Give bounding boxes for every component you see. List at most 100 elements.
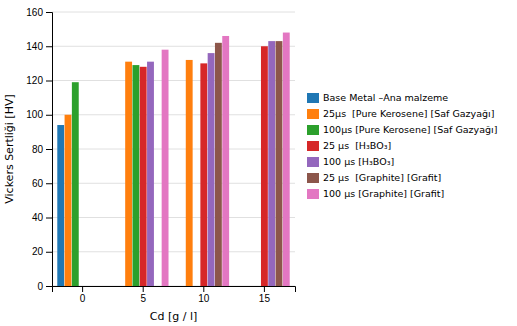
- legend-swatch: [307, 157, 319, 167]
- axis-domain: [46, 13, 53, 287]
- tick-label: 0: [80, 293, 86, 304]
- tick: 80: [32, 144, 52, 155]
- tick-line: [46, 46, 52, 47]
- legend-swatch: [307, 189, 319, 199]
- tick: 10: [198, 286, 210, 304]
- tick-line: [264, 286, 265, 292]
- tick-line: [46, 81, 52, 82]
- bar: [125, 62, 132, 286]
- legend-item: 25μs [Pure Kerosene] [Saf Gazyağı]: [307, 108, 494, 119]
- legend-label: 25 μs [Graphite] [Grafit]: [323, 172, 441, 183]
- bar: [57, 125, 64, 286]
- tick: 160: [26, 7, 52, 18]
- bar: [72, 82, 79, 286]
- tick: 60: [32, 178, 52, 189]
- y-axis: 0 20 40 60 80 100 120 140 160: [26, 7, 52, 292]
- bar: [132, 65, 139, 286]
- bar: [147, 62, 154, 286]
- tick-label: 10: [198, 293, 210, 304]
- bar-series: [162, 33, 290, 286]
- grid-line: [52, 80, 295, 81]
- legend-swatch: [307, 125, 319, 135]
- bar: [261, 46, 268, 286]
- tick-label: 100: [26, 109, 43, 120]
- legend-label: 25 μs [H₃BO₃]: [323, 140, 391, 151]
- tick-line: [46, 115, 52, 116]
- legend-label: Base Metal –Ana malzeme: [323, 92, 448, 103]
- bars: [57, 33, 289, 286]
- tick: 40: [32, 212, 52, 223]
- bar: [283, 33, 290, 286]
- legend: Base Metal –Ana malzeme 25μs [Pure Kerose…: [307, 92, 497, 199]
- x-axis-title: Cd [g / l]: [150, 310, 197, 323]
- tick-line: [46, 183, 52, 184]
- tick-line: [46, 12, 52, 13]
- grid-line: [52, 12, 295, 13]
- legend-label: 100μs [Pure Kerosene] [Saf Gazyağı]: [323, 124, 497, 135]
- bar: [140, 67, 147, 286]
- grid-line: [52, 251, 295, 252]
- legend-item: 100 μs [Graphite] [Grafit]: [307, 188, 444, 199]
- tick-line: [46, 149, 52, 150]
- tick-label: 80: [32, 144, 44, 155]
- tick: 5: [140, 286, 146, 304]
- bar: [65, 115, 72, 286]
- tick: 0: [37, 281, 52, 292]
- tick-label: 20: [32, 246, 44, 257]
- grid-line: [52, 183, 295, 184]
- legend-swatch: [307, 141, 319, 151]
- tick-line: [203, 286, 204, 292]
- legend-label: 100 μs [H₃BO₃]: [323, 156, 394, 167]
- bar: [215, 43, 222, 286]
- bar-series: [147, 41, 275, 286]
- tick-line: [143, 286, 144, 292]
- bar: [208, 53, 215, 286]
- bar: [162, 50, 169, 286]
- axis-domain: [53, 287, 296, 293]
- tick: 120: [26, 75, 52, 86]
- legend-item: 100μs [Pure Kerosene] [Saf Gazyağı]: [307, 124, 497, 135]
- tick-label: 160: [26, 7, 43, 18]
- bar: [276, 41, 283, 286]
- grid-line: [52, 149, 295, 150]
- tick: 0: [80, 286, 86, 304]
- bar-series: [57, 125, 64, 286]
- tick-label: 0: [37, 281, 43, 292]
- legend-swatch: [307, 93, 319, 103]
- tick-line: [46, 252, 52, 253]
- grid: [52, 12, 295, 286]
- tick-line: [46, 286, 52, 287]
- legend-item: 25 μs [Graphite] [Grafit]: [307, 172, 441, 183]
- legend-item: Base Metal –Ana malzeme: [307, 92, 448, 103]
- bar: [200, 63, 207, 286]
- grid-line: [52, 217, 295, 218]
- tick-label: 40: [32, 212, 44, 223]
- tick-line: [82, 286, 83, 292]
- legend-label: 25μs [Pure Kerosene] [Saf Gazyağı]: [323, 108, 494, 119]
- chart: 0 20 40 60 80 100 120 140 160 0 5 10 15 Cd [g / l] Vic…: [0, 0, 517, 326]
- tick-label: 140: [26, 41, 43, 52]
- tick: 15: [259, 286, 271, 304]
- y-axis-title: Vickers Sertliği [HV]: [3, 94, 16, 204]
- tick-label: 60: [32, 178, 44, 189]
- tick-label: 5: [140, 293, 146, 304]
- x-axis: 0 5 10 15: [53, 286, 296, 304]
- plot: 0 20 40 60 80 100 120 140 160 0 5 10 15: [26, 7, 295, 304]
- legend-swatch: [307, 109, 319, 119]
- bar-series: [140, 46, 268, 286]
- tick: 20: [32, 246, 52, 257]
- bar: [222, 36, 229, 286]
- legend-swatch: [307, 173, 319, 183]
- tick-label: 120: [26, 75, 43, 86]
- bar-series: [72, 65, 139, 286]
- bar: [268, 41, 275, 286]
- legend-item: 100 μs [H₃BO₃]: [307, 156, 394, 167]
- tick: 100: [26, 109, 52, 120]
- legend-label: 100 μs [Graphite] [Grafit]: [323, 188, 444, 199]
- bar-series: [65, 60, 193, 286]
- grid-line: [52, 114, 295, 115]
- tick-label: 15: [259, 293, 271, 304]
- tick-line: [46, 218, 52, 219]
- legend-item: 25 μs [H₃BO₃]: [307, 140, 391, 151]
- bar: [186, 60, 193, 286]
